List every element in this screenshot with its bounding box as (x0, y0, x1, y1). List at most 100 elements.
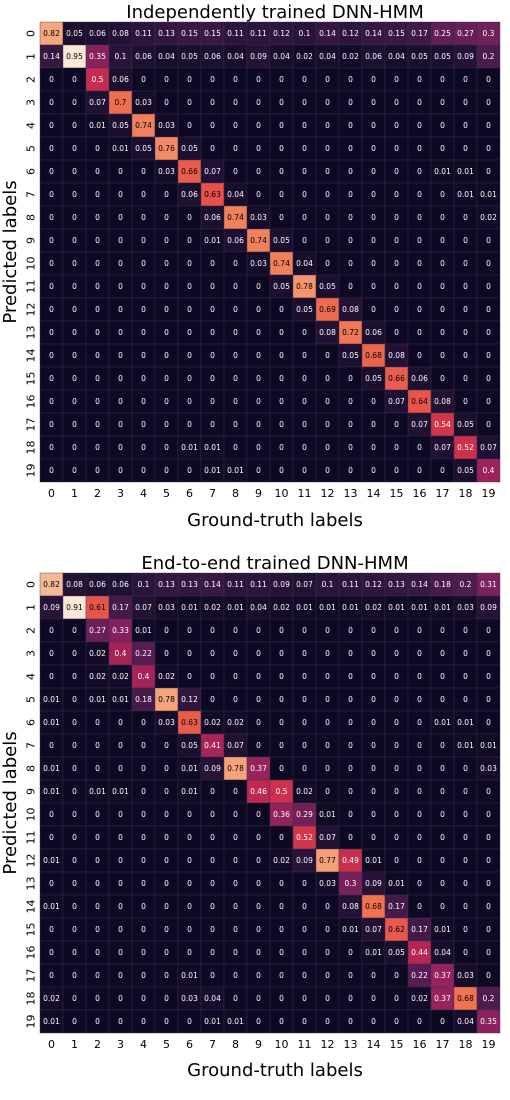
cell-value-label: 0 (325, 374, 330, 383)
cell-value-label: 0 (279, 764, 284, 773)
cell-value-label: 0 (118, 971, 123, 980)
cell-value-label: 0 (72, 144, 77, 153)
cell-value-label: 0.14 (411, 580, 428, 589)
cell-value-label: 0 (279, 351, 284, 360)
cell-value-label: 0 (463, 672, 468, 681)
cell-value-label: 0 (210, 626, 215, 635)
cell-value-label: 0.13 (181, 580, 198, 589)
cell-value-label: 0 (302, 879, 307, 888)
cell-value-label: 0.02 (89, 672, 106, 681)
x-tick-label: 4 (140, 487, 147, 500)
cell-value-label: 0.14 (365, 29, 382, 38)
y-tick-label: 4 (25, 122, 38, 129)
cell-value-label: 0 (141, 902, 146, 911)
cell-value-label: 0 (95, 764, 100, 773)
cell-value-label: 0 (49, 397, 54, 406)
cell-value-label: 0 (417, 305, 422, 314)
cell-value-label: 0 (256, 121, 261, 130)
cell-value-label: 0 (440, 190, 445, 199)
x-tick-label: 17 (436, 1038, 450, 1051)
cell-value-label: 0 (440, 764, 445, 773)
cell-value-label: 0 (440, 351, 445, 360)
cell-value-label: 0 (233, 397, 238, 406)
cell-value-label: 0.01 (43, 902, 60, 911)
cell-value-label: 0 (371, 236, 376, 245)
cell-value-label: 0 (164, 466, 169, 475)
cell-value-label: 0 (141, 971, 146, 980)
cell-value-label: 0 (72, 718, 77, 727)
cell-value-label: 0 (463, 374, 468, 383)
cell-value-label: 0.91 (66, 603, 83, 612)
cell-value-label: 0 (279, 741, 284, 750)
cell-value-label: 0 (164, 1017, 169, 1026)
cell-value-label: 0 (256, 190, 261, 199)
cell-value-label: 0 (49, 213, 54, 222)
cell-value-label: 0 (348, 994, 353, 1003)
cell-value-label: 0 (279, 213, 284, 222)
cell-value-label: 0 (371, 443, 376, 452)
cell-value-label: 0 (417, 649, 422, 658)
cell-value-label: 0 (394, 718, 399, 727)
cell-value-label: 0.01 (89, 121, 106, 130)
cell-value-label: 0 (187, 649, 192, 658)
cell-value-label: 0 (95, 443, 100, 452)
cell-value-label: 0 (463, 282, 468, 291)
cell-value-label: 0 (187, 925, 192, 934)
cell-value-label: 0 (279, 305, 284, 314)
cell-value-label: 0.07 (434, 443, 451, 452)
cell-value-label: 0 (141, 213, 146, 222)
cell-value-label: 0 (187, 466, 192, 475)
cell-value-label: 0.11 (227, 29, 244, 38)
cell-value-label: 0 (187, 121, 192, 130)
cell-value-label: 0.06 (135, 52, 152, 61)
cell-value-label: 0 (233, 98, 238, 107)
cell-value-label: 0.72 (342, 328, 359, 337)
cell-value-label: 0 (141, 466, 146, 475)
cell-value-label: 0 (256, 420, 261, 429)
cell-value-label: 0.15 (388, 29, 405, 38)
cell-value-label: 0 (95, 328, 100, 337)
cell-value-label: 0 (348, 810, 353, 819)
cell-value-label: 0 (95, 236, 100, 245)
cell-value-label: 0 (210, 397, 215, 406)
cell-value-label: 0 (210, 695, 215, 704)
cell-value-label: 0 (233, 925, 238, 934)
cell-value-label: 0.05 (273, 236, 290, 245)
cell-value-label: 0.06 (112, 75, 129, 84)
cell-value-label: 0 (417, 672, 422, 681)
cell-value-label: 0 (72, 948, 77, 957)
cell-value-label: 0 (486, 902, 491, 911)
cell-value-label: 0.05 (457, 466, 474, 475)
cell-value-label: 0 (302, 351, 307, 360)
cell-value-label: 0.17 (112, 603, 129, 612)
cell-value-label: 0 (394, 810, 399, 819)
cell-value-label: 0 (279, 328, 284, 337)
cell-value-label: 0.64 (411, 397, 428, 406)
cell-value-label: 0 (302, 167, 307, 176)
cell-value-label: 0 (118, 397, 123, 406)
cell-value-label: 0.01 (181, 443, 198, 452)
cell-value-label: 0.05 (365, 374, 382, 383)
cell-value-label: 0 (348, 167, 353, 176)
cell-value-label: 0.01 (365, 948, 382, 957)
cell-value-label: 0 (164, 626, 169, 635)
y-tick-label: 3 (25, 650, 38, 657)
cell-value-label: 0 (233, 305, 238, 314)
cell-value-label: 0 (371, 259, 376, 268)
cell-value-label: 0 (118, 466, 123, 475)
cell-value-label: 0.11 (250, 29, 267, 38)
cell-value-label: 0 (348, 236, 353, 245)
cell-value-label: 0.02 (480, 213, 497, 222)
cell-value-label: 0.09 (457, 52, 474, 61)
cell-value-label: 0.06 (411, 374, 428, 383)
cell-value-label: 0 (348, 121, 353, 130)
cell-value-label: 0.27 (457, 29, 474, 38)
cell-value-label: 0.63 (181, 718, 198, 727)
cell-value-label: 0.61 (89, 603, 106, 612)
cell-value-label: 0.01 (480, 741, 497, 750)
cell-value-label: 0 (118, 925, 123, 934)
cell-value-label: 0 (279, 626, 284, 635)
cell-value-label: 0.01 (204, 466, 221, 475)
cell-value-label: 0 (440, 833, 445, 842)
